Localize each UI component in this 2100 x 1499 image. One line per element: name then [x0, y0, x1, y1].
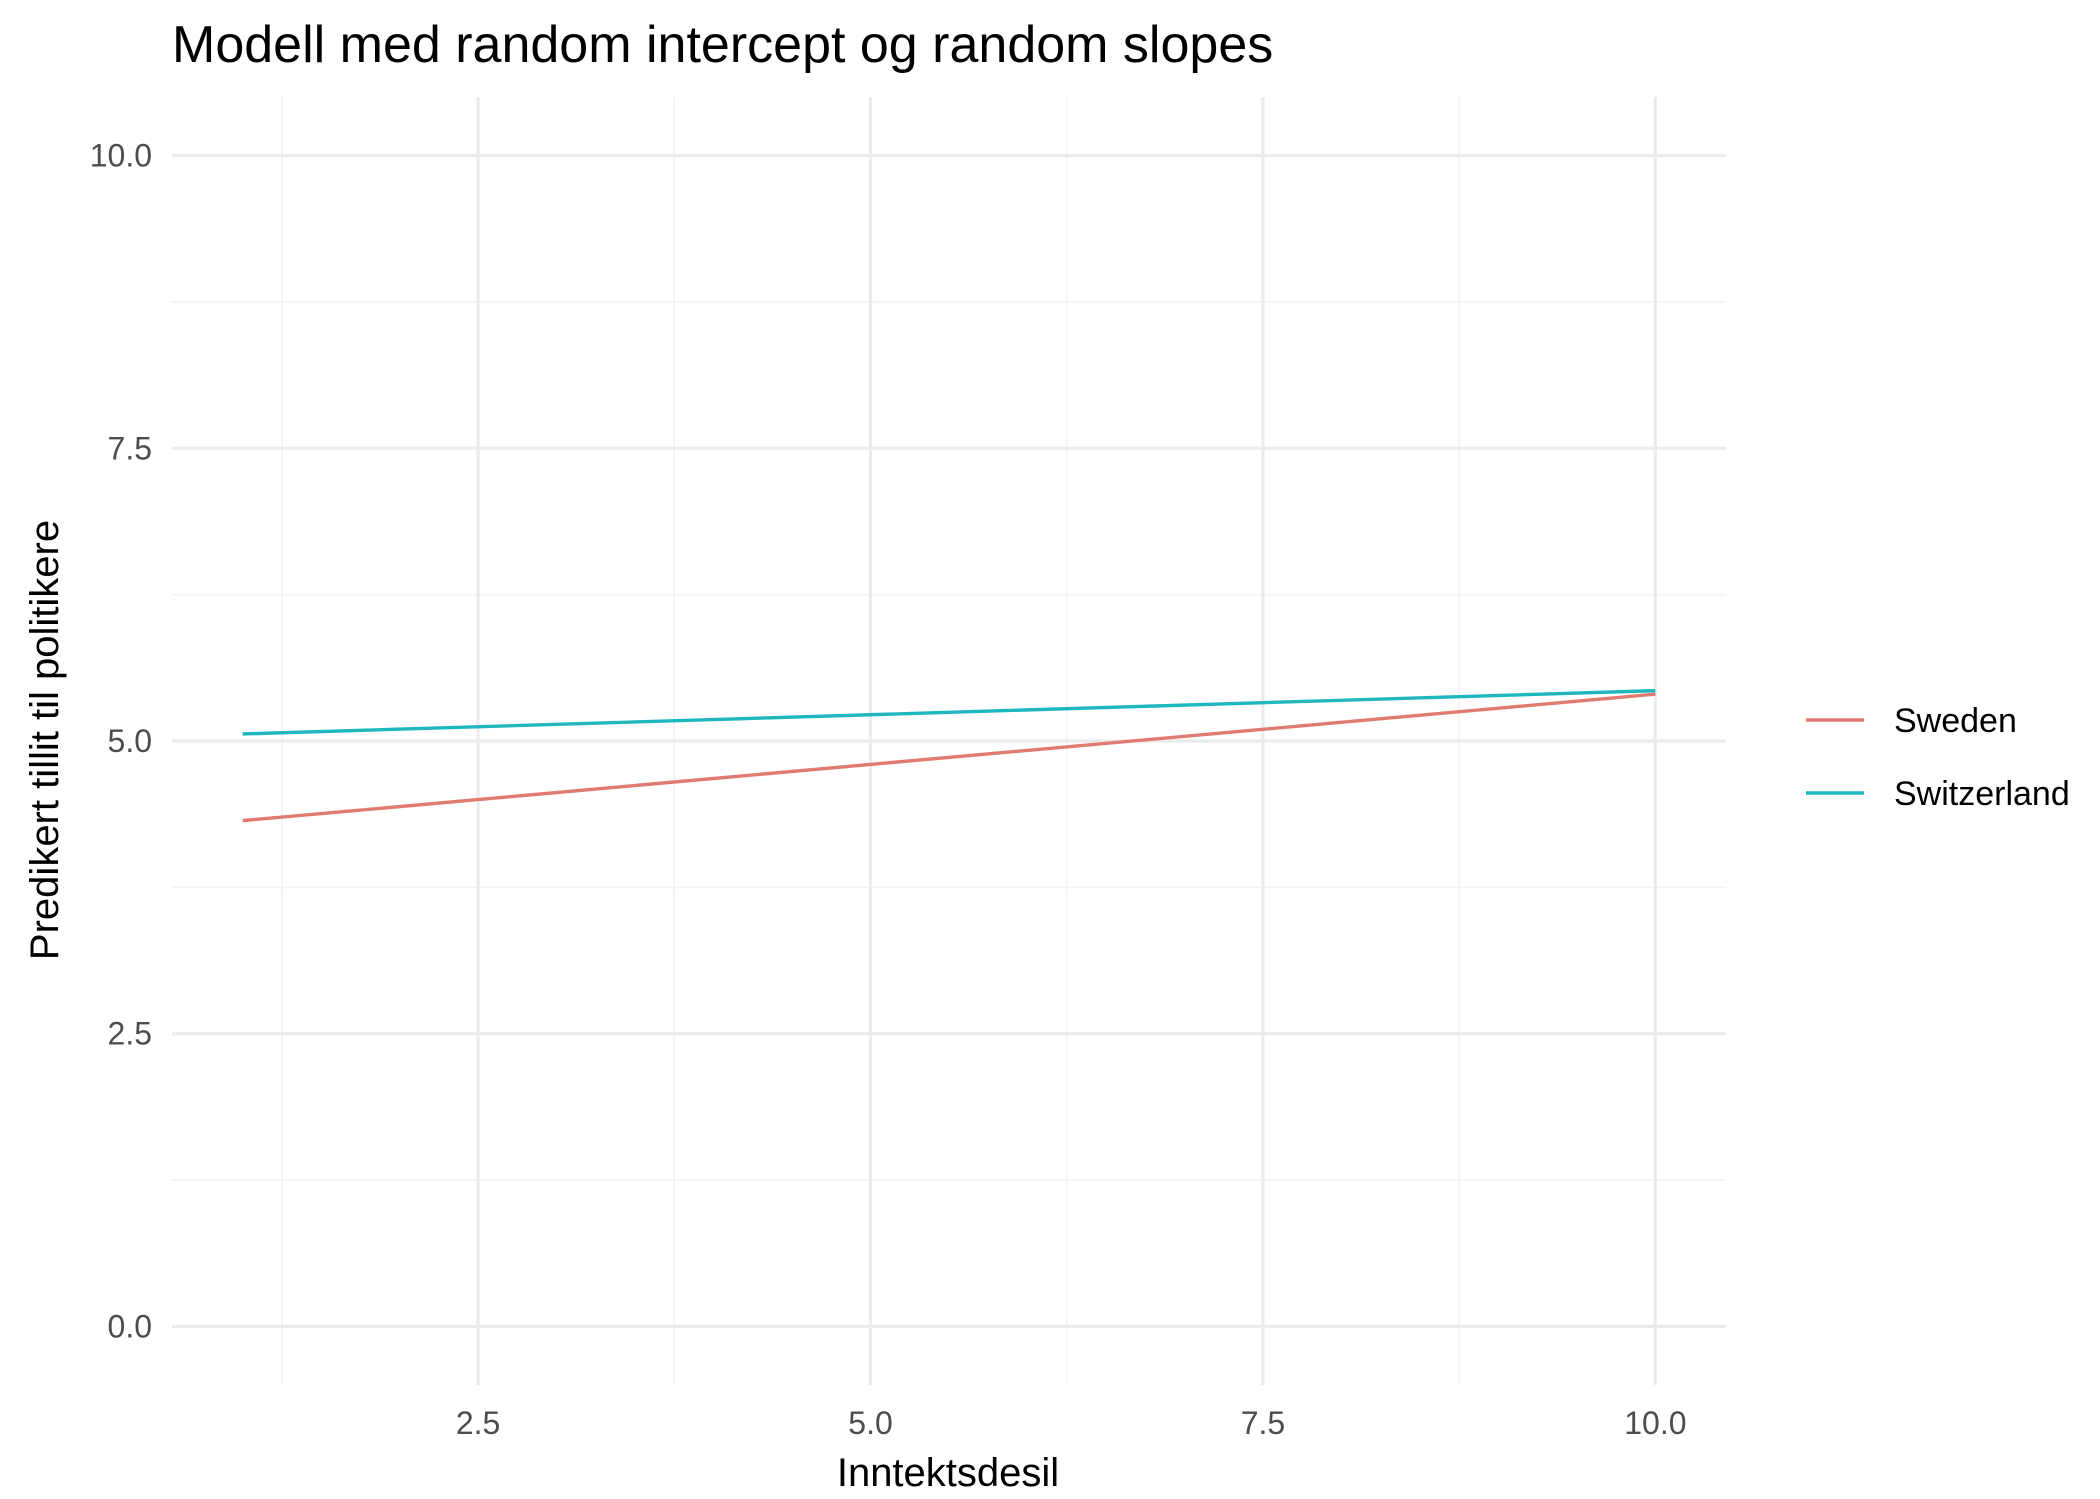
x-tick-labels: 2.5 5.0 7.5 10.0 — [456, 1405, 1687, 1441]
y-axis-title: Predikert tillit til politikere — [23, 520, 67, 960]
chart-title: Modell med random intercept og random sl… — [172, 16, 1273, 74]
y-tick-label: 2.5 — [108, 1016, 152, 1052]
x-tick-label: 10.0 — [1624, 1405, 1686, 1441]
y-tick-labels: 0.0 2.5 5.0 7.5 10.0 — [90, 138, 152, 1345]
x-tick-label: 2.5 — [456, 1405, 500, 1441]
legend-label-switzerland: Switzerland — [1894, 775, 2070, 813]
legend: Sweden Switzerland — [1806, 702, 2070, 813]
minor-gridlines — [172, 97, 1726, 1385]
series-line-sweden — [242, 692, 1656, 823]
x-tick-label: 5.0 — [848, 1405, 892, 1441]
y-tick-label: 5.0 — [108, 723, 152, 759]
x-axis-title: Inntektsdesil — [837, 1451, 1059, 1495]
series-line-switzerland — [242, 688, 1656, 736]
y-tick-label: 10.0 — [90, 138, 152, 174]
y-tick-label: 7.5 — [108, 430, 152, 466]
major-gridlines — [172, 97, 1726, 1385]
x-tick-label: 7.5 — [1241, 1405, 1285, 1441]
series-lines — [242, 688, 1656, 823]
legend-label-sweden: Sweden — [1894, 702, 2017, 740]
y-tick-label: 0.0 — [108, 1308, 152, 1344]
